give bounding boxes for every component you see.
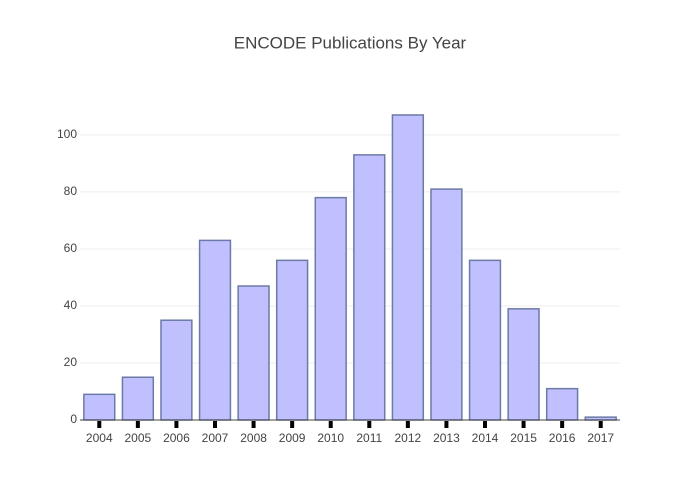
x-tick-label: 2017: [587, 431, 614, 445]
bar: [545, 387, 579, 421]
x-tick-label: 2009: [279, 431, 306, 445]
x-tick-label: 2005: [125, 431, 152, 445]
bar: [83, 393, 116, 421]
bar: [160, 319, 193, 421]
bar: [353, 154, 386, 421]
x-tick-label: 2015: [510, 431, 537, 445]
bar: [198, 239, 232, 421]
y-tick-label: 60: [64, 241, 78, 255]
x-tick-mark: [328, 421, 333, 428]
x-tick-label: 2011: [356, 431, 382, 445]
bar: [121, 376, 155, 421]
x-tick-mark: [444, 421, 449, 428]
x-tick-label: 2016: [549, 431, 576, 445]
x-tick-mark: [560, 421, 565, 428]
bar: [237, 285, 270, 421]
chart-title: ENCODE Publications By Year: [234, 33, 467, 52]
y-tick-label: 40: [64, 298, 78, 312]
x-tick-mark: [405, 421, 410, 428]
x-tick-mark: [135, 421, 140, 428]
x-tick-mark: [251, 421, 256, 428]
x-tick-label: 2008: [240, 431, 267, 445]
x-tick-mark: [521, 421, 526, 428]
x-tick-mark: [213, 421, 217, 428]
y-tick-label: 0: [70, 412, 77, 426]
x-tick-label: 2007: [202, 431, 229, 445]
bar: [468, 259, 502, 421]
bar: [275, 259, 309, 421]
x-tick-label: 2014: [472, 431, 499, 445]
bar: [507, 308, 540, 421]
x-tick-label: 2004: [86, 431, 113, 445]
x-tick-label: 2012: [395, 431, 422, 445]
y-tick-label: 100: [57, 127, 77, 141]
y-tick-label: 20: [64, 355, 78, 369]
bar: [391, 114, 425, 421]
bar: [314, 196, 347, 421]
y-tick-label: 80: [64, 184, 78, 198]
x-tick-label: 2010: [317, 431, 344, 445]
x-tick-mark: [367, 421, 372, 428]
x-tick-label: 2013: [433, 431, 460, 445]
x-tick-mark: [598, 421, 603, 428]
x-tick-mark: [483, 421, 487, 428]
bar: [430, 188, 463, 421]
x-tick-label: 2006: [163, 431, 190, 445]
x-tick-mark: [174, 421, 179, 428]
x-tick-mark: [97, 421, 102, 428]
x-tick-mark: [290, 421, 295, 428]
